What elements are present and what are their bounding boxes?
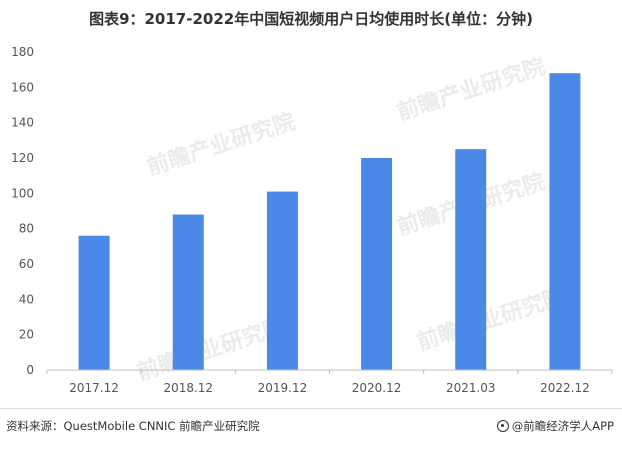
x-axis: 2017.12 2018.12 2019.12 2020.12 2021.03 2022.… [46,370,613,395]
y-tick-label: 160 [11,80,34,94]
svg-text:前瞻产业研究院: 前瞻产业研究院 [414,283,569,355]
x-tick-label: 2021.03 [446,381,496,395]
bar [549,73,581,370]
y-tick-label: 40 [19,292,34,306]
x-tick-label: 2019.12 [258,381,308,395]
brand-logo-icon [496,420,509,432]
brand-credit: @前瞻经济学人APP [496,418,614,434]
bar [361,158,393,370]
y-tick-label: 20 [19,328,34,342]
footer: 资料来源：QuestMobile CNNIC 前瞻产业研究院 @前瞻经济学人AP… [0,408,622,449]
svg-text:前瞻产业研究院: 前瞻产业研究院 [394,53,549,125]
bar [455,149,487,370]
y-axis: 0 20 40 60 80 100 120 140 160 180 [11,45,34,377]
brand-text: @前瞻经济学人APP [511,419,614,433]
svg-text:前瞻产业研究院: 前瞻产业研究院 [144,108,299,180]
y-tick-label: 80 [19,222,34,236]
chart-title: 图表9：2017-2022年中国短视频用户日均使用时长(单位：分钟) [89,10,533,28]
bar [266,191,298,370]
y-tick-label: 180 [11,45,34,59]
y-tick-label: 60 [19,257,34,271]
bar [172,214,204,370]
y-tick-label: 100 [11,186,34,200]
y-tick-label: 0 [26,363,34,377]
x-tick-label: 2020.12 [352,381,402,395]
x-tick-label: 2022.12 [540,381,590,395]
y-tick-label: 140 [11,116,34,130]
x-tick-label: 2018.12 [163,381,213,395]
y-tick-label: 120 [11,151,34,165]
x-tick-label: 2017.12 [69,381,119,395]
bar-series [78,73,581,370]
source-note: 资料来源：QuestMobile CNNIC 前瞻产业研究院 [6,419,260,433]
svg-text:前瞻产业研究院: 前瞻产业研究院 [134,313,289,385]
bar [78,235,110,370]
